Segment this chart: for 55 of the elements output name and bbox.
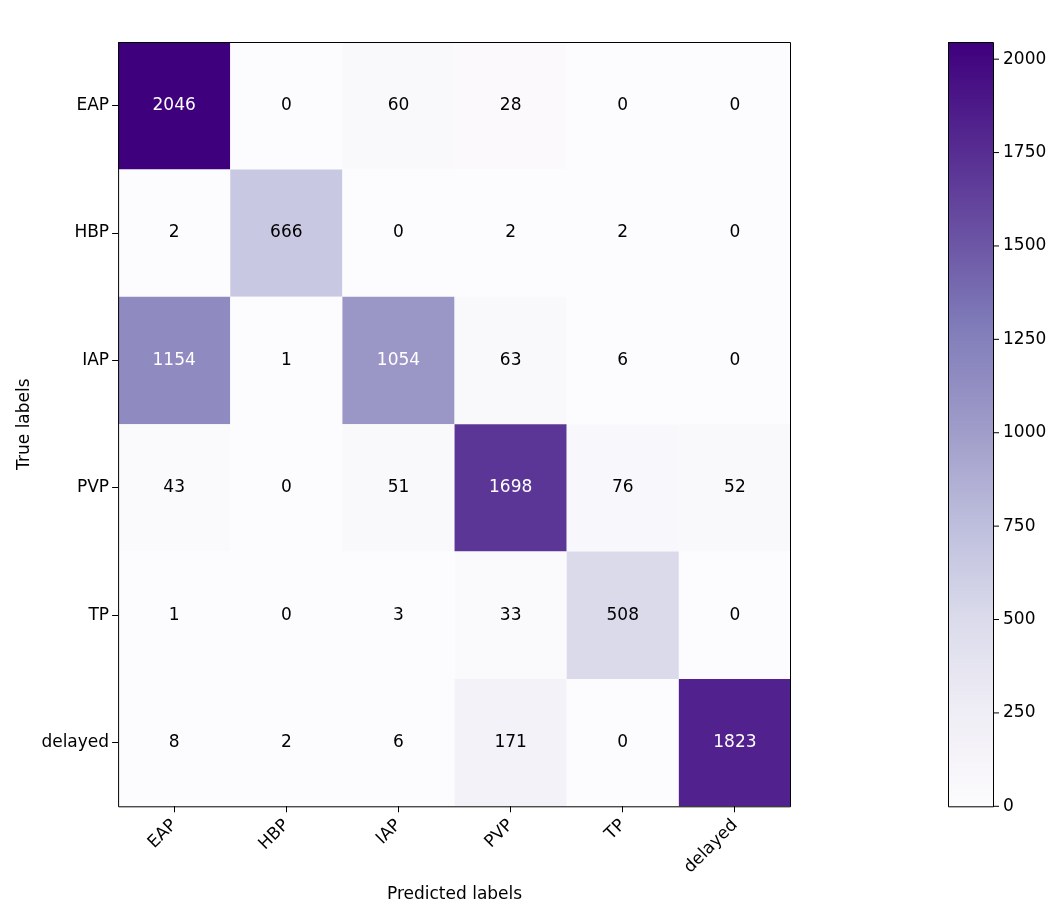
color-bar-label: 1000 <box>1003 421 1047 442</box>
color-bar-label: 1250 <box>1003 327 1047 348</box>
data-label: 0 <box>617 94 629 115</box>
data-label: 0 <box>393 221 404 242</box>
data-label: 2 <box>505 221 517 242</box>
color-bar-label: 1500 <box>1003 234 1047 255</box>
data-label: 8 <box>168 731 180 752</box>
data-label: 51 <box>387 476 410 497</box>
data-label: 33 <box>499 603 522 624</box>
data-label: 1 <box>280 348 292 369</box>
data-label: 0 <box>729 348 741 369</box>
data-label: 0 <box>617 731 629 752</box>
y-axis-title: True labels <box>12 378 33 471</box>
y-tick-label: PVP <box>76 476 110 497</box>
data-label: 171 <box>494 731 527 752</box>
data-label: 63 <box>499 348 522 369</box>
color-bar-label: 0 <box>1003 794 1014 815</box>
color-bar-label: 2000 <box>1003 47 1047 68</box>
data-label: 2 <box>168 221 180 242</box>
y-tick-label: HBP <box>74 221 110 242</box>
color-bar-label: 500 <box>1003 607 1036 628</box>
y-tick-label: delayed <box>41 731 110 752</box>
data-label: 3 <box>393 603 404 624</box>
data-label: 6 <box>393 731 404 752</box>
x-tick-label: IAP <box>371 814 405 848</box>
x-tick-label: TP <box>599 814 629 844</box>
y-tick-label: TP <box>87 603 110 624</box>
data-label: 1823 <box>713 731 757 752</box>
y-tick-label: EAP <box>76 94 110 115</box>
data-label: 1698 <box>488 476 533 497</box>
y-tick-label: IAP <box>82 348 110 369</box>
color-bar-label: 1750 <box>1003 141 1047 161</box>
data-label: 0 <box>280 476 292 497</box>
data-label: 1054 <box>376 348 421 369</box>
data-label: 0 <box>729 603 741 624</box>
data-label: 28 <box>499 94 522 115</box>
data-label: 1 <box>168 603 180 624</box>
data-label: 0 <box>729 94 741 115</box>
data-label: 0 <box>280 603 292 624</box>
data-label: 2046 <box>152 94 196 115</box>
data-label: 76 <box>611 476 634 497</box>
data-label: 43 <box>163 476 185 497</box>
data-label: 666 <box>270 221 303 242</box>
color-bar-label: 750 <box>1003 514 1036 535</box>
x-axis-title: Predicted labels <box>386 883 523 904</box>
data-label: 2 <box>280 731 292 752</box>
data-label: 52 <box>724 476 746 497</box>
data-label: 1154 <box>152 348 196 369</box>
data-label: 6 <box>617 348 629 369</box>
data-label: 2 <box>617 221 629 242</box>
data-label: 60 <box>387 94 410 115</box>
data-label: 0 <box>729 221 741 242</box>
data-label: 0 <box>280 94 292 115</box>
color-bar-label: 250 <box>1003 701 1036 722</box>
data-label: 508 <box>606 603 639 624</box>
